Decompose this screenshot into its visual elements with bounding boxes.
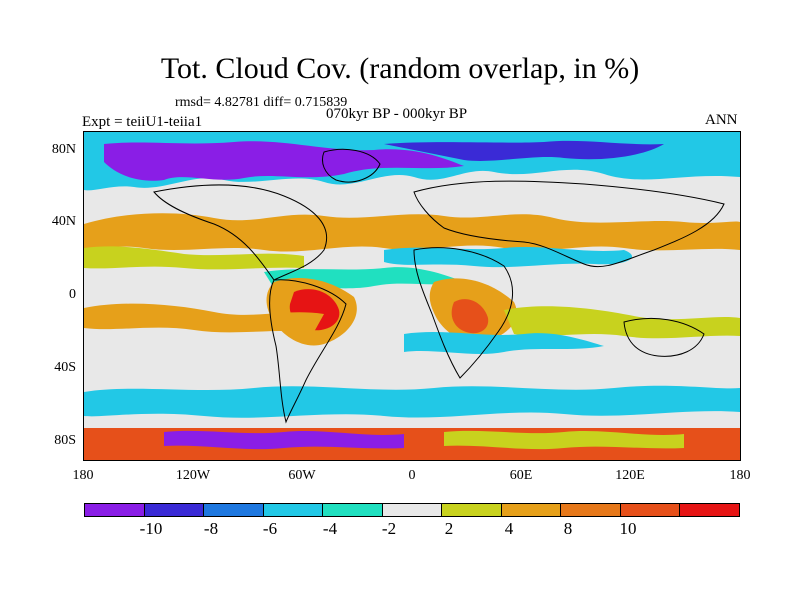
x-axis-label-60e: 60E [509, 468, 533, 483]
colorbar-label-minus6: -6 [262, 519, 278, 538]
north-yellow-band [84, 246, 304, 270]
x-axis-label-60w: 60W [288, 468, 316, 483]
y-axis-label-40n: 40N [51, 214, 76, 229]
x-axis-label-0: 0 [408, 468, 416, 483]
anomaly-map [84, 132, 740, 460]
colorbar-label-minus8: -8 [203, 519, 219, 538]
africa-core [451, 299, 489, 334]
colorbar-swatch-2 [204, 504, 264, 516]
coast-north-america [153, 184, 328, 281]
coast-south-america [269, 279, 347, 424]
antarctic-purple [164, 430, 404, 450]
colorbar-swatch-8 [561, 504, 621, 516]
y-axis-label-80n: 80N [51, 142, 76, 157]
colorbar-label-2: 2 [444, 519, 454, 538]
coast-eurasia [413, 180, 725, 268]
coastlines [153, 148, 725, 424]
colorbar-swatch-9 [620, 504, 681, 516]
y-axis-label-0: 0 [69, 287, 76, 302]
colorbar-label-minus2: -2 [381, 519, 397, 538]
colorbar-label-8: 8 [563, 519, 573, 538]
north-orange-band [84, 213, 740, 252]
colorbar-label-minus4: -4 [322, 519, 338, 538]
colorbar-label-4: 4 [504, 519, 514, 538]
season-label: ANN [705, 112, 738, 128]
colorbar-swatch-3 [263, 504, 324, 516]
map-frame [84, 132, 740, 460]
colorbar-label-minus10: -10 [139, 519, 163, 538]
experiment-label: Expt = teiiU1-teiia1 [82, 114, 203, 130]
x-axis-label-120e: 120E [615, 468, 645, 483]
period-label: 070kyr BP - 000kyr BP [326, 106, 468, 122]
x-axis-label-180w: 180 [72, 468, 94, 483]
south-cyan-band [404, 332, 604, 354]
tropical-cyan-east [384, 247, 633, 268]
colorbar-swatch-10 [680, 504, 740, 516]
colorbar-swatch-5 [382, 504, 443, 516]
colorbar-swatch-4 [323, 504, 383, 516]
coast-africa [413, 247, 514, 379]
colorbar-swatch-1 [144, 504, 205, 516]
colorbar-label-10: 10 [619, 519, 637, 538]
colorbar [84, 503, 740, 517]
y-axis-label-80s: 80S [54, 433, 76, 448]
coast-greenland [322, 148, 381, 183]
stats-text: rmsd= 4.82781 diff= 0.715839 [175, 95, 348, 110]
x-axis-label-180e: 180 [729, 468, 751, 483]
colorbar-swatch-0 [85, 504, 145, 516]
colorbar-swatch-6 [442, 504, 502, 516]
colorbar-swatch-7 [501, 504, 562, 516]
map-panel [83, 131, 741, 461]
arctic-purple [104, 141, 464, 181]
south-orange-band [84, 303, 324, 333]
x-axis-label-120w: 120W [175, 468, 211, 483]
arctic-blue [384, 140, 664, 161]
southern-cyan-band [84, 385, 740, 418]
antarctic-yellow [444, 430, 684, 450]
coast-australia [623, 317, 705, 357]
map-title: Tot. Cloud Cov. (random overlap, in %) [160, 52, 640, 85]
y-axis-label-40s: 40S [54, 360, 76, 375]
south-yellow-band [504, 306, 740, 339]
